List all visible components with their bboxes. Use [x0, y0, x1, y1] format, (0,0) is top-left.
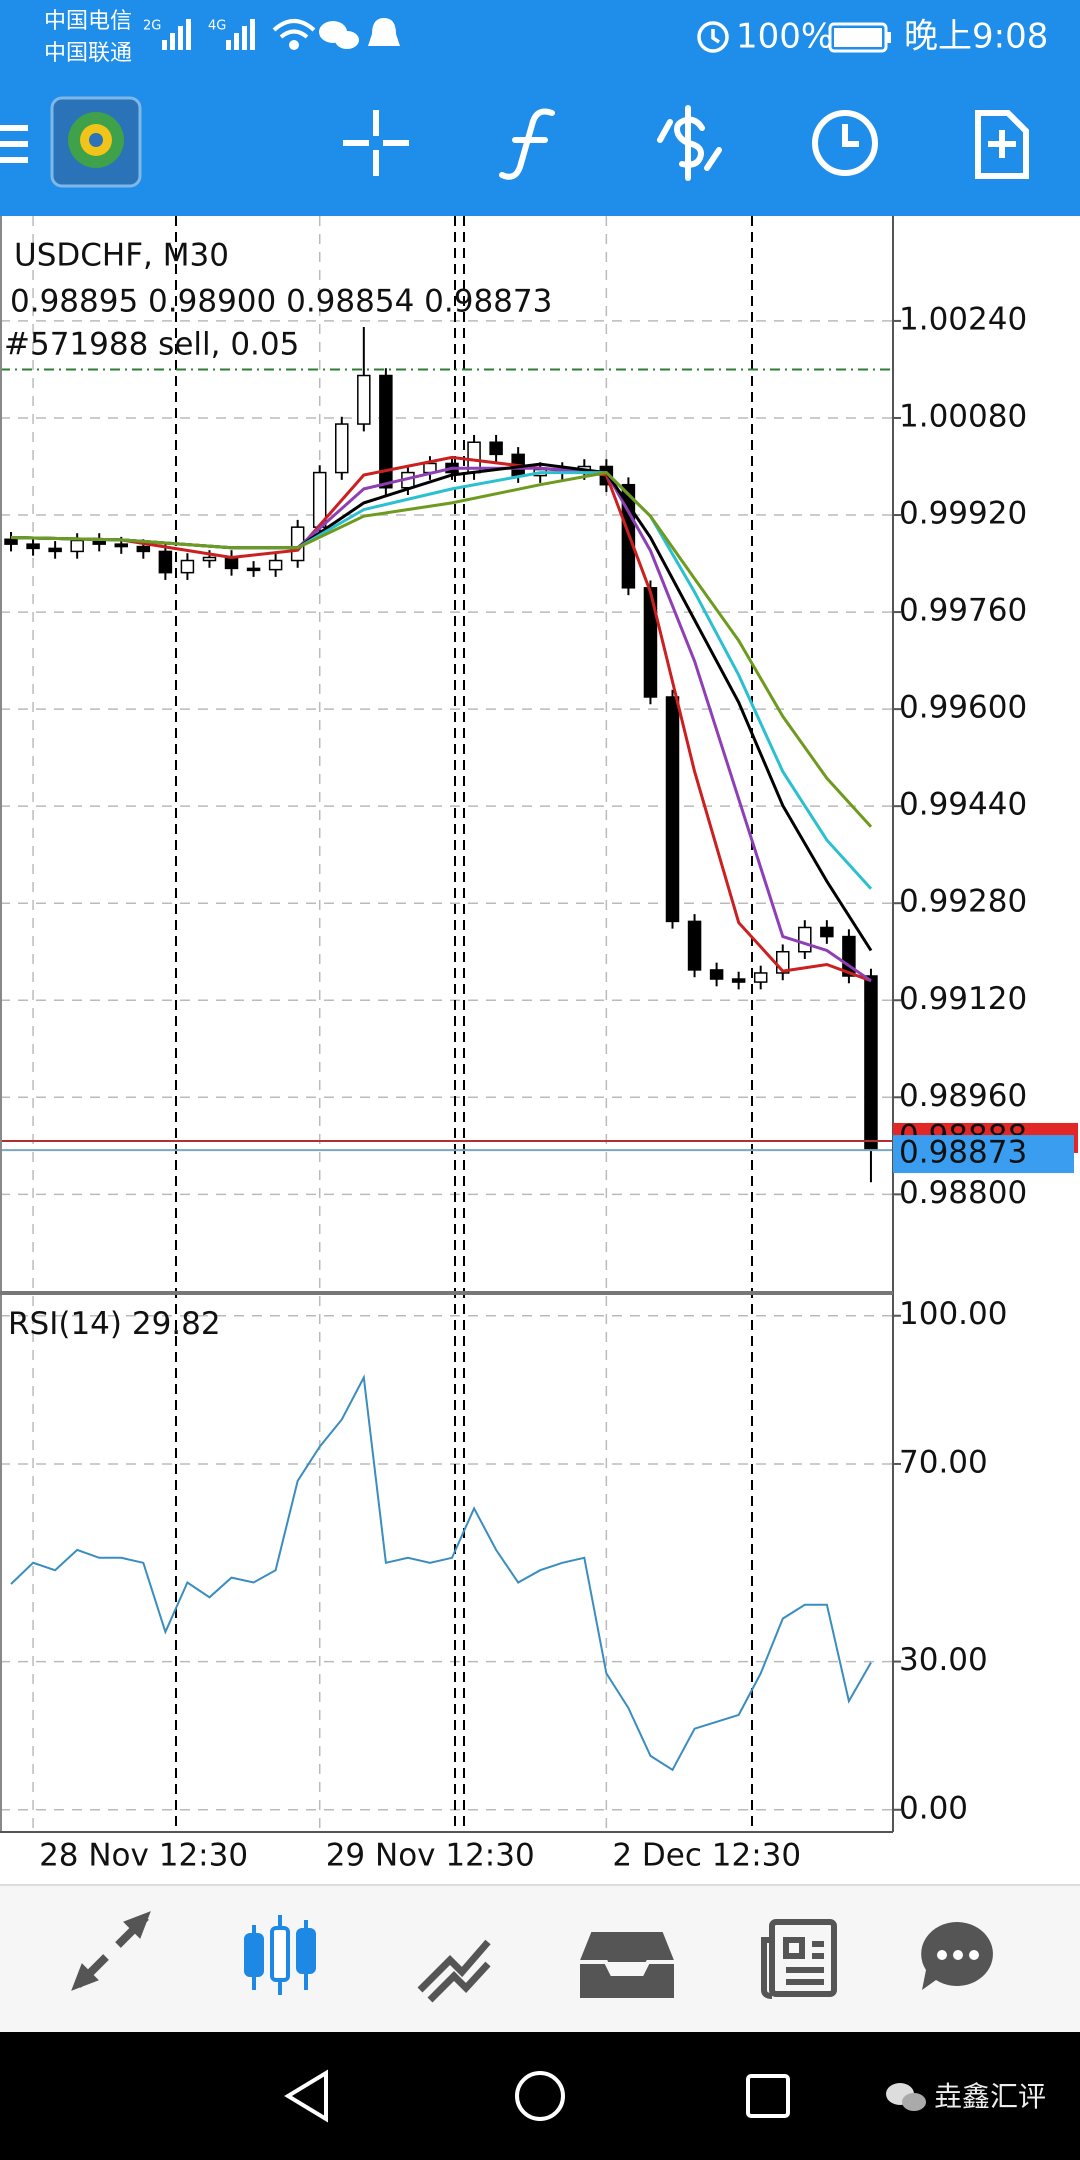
bid-label: 0.98873 [899, 1135, 1027, 1171]
candle-body [709, 969, 724, 980]
candle-body [92, 539, 106, 545]
candle-body [864, 975, 878, 1151]
bid-box [893, 1135, 1074, 1174]
y-tick-label: 0.99920 [899, 496, 1027, 532]
y-tick-label: 0.99280 [899, 884, 1027, 920]
y-tick-label: 0.99600 [899, 690, 1027, 726]
carrier: 中国联通 [44, 41, 132, 66]
chart-tab[interactable] [244, 1915, 316, 1995]
y-tick-label: 0.00 [899, 1790, 968, 1826]
app-logo[interactable] [50, 96, 142, 188]
back-button[interactable] [284, 2069, 328, 2123]
battery-icon [828, 22, 891, 53]
x-tick-label: 2 Dec 12:30 [612, 1838, 801, 1874]
y-tick-label: 70.00 [899, 1444, 988, 1480]
qq-icon [368, 18, 400, 46]
watermark: 垚鑫汇评 [934, 2080, 1046, 2113]
candle-body [357, 374, 371, 425]
y-tick-label: 100.00 [899, 1296, 1007, 1332]
candle-body [158, 550, 173, 574]
network: 4G [208, 19, 226, 34]
price-plot [0, 326, 893, 1183]
candle-body [136, 545, 151, 553]
axis-labels: 1.00240 1.00080 0.99920 0.99760 0.99600 0.994… [39, 301, 1078, 1874]
candle-body [335, 423, 349, 474]
y-tick-label: 0.99760 [899, 593, 1027, 629]
trade-tab[interactable] [417, 1939, 491, 2003]
alarm-icon [697, 21, 729, 53]
rsi-plot [10, 1374, 872, 1772]
candle-body [489, 441, 503, 456]
y-tick-label: 1.00240 [899, 301, 1027, 337]
battery-level: 100% [736, 17, 833, 57]
menu-button[interactable] [0, 125, 28, 163]
clock: 晚上9:08 [904, 17, 1048, 57]
chart-area [0, 216, 893, 1832]
news-tab[interactable] [761, 1919, 837, 1999]
y-tick-label: 0.98960 [899, 1078, 1027, 1114]
rsi-line [10, 1374, 872, 1772]
chat-tab[interactable] [921, 1921, 993, 1990]
y-tick-label: 0.99440 [899, 787, 1027, 823]
crosshair-button[interactable] [343, 110, 409, 176]
bottom-nav [0, 1885, 1080, 2032]
candle-body [820, 926, 834, 938]
rsi-header: RSI(14) 29.82 [8, 1306, 221, 1342]
y-tick-label: 1.00080 [899, 398, 1027, 434]
candle-body [665, 696, 680, 923]
mailbox-tab[interactable] [576, 1928, 684, 2002]
candle-body [798, 926, 812, 953]
recents-button[interactable] [746, 2074, 790, 2118]
chart-title: USDCHF, M30 [14, 238, 229, 274]
candle-body [379, 374, 393, 489]
candle-body [753, 972, 768, 983]
candle-body [70, 539, 84, 553]
carrier: 中国电信 [44, 9, 132, 34]
candle-body [687, 920, 702, 971]
y-tick-label: 0.98800 [899, 1175, 1027, 1211]
new-order-button[interactable] [975, 110, 1029, 179]
candle-body [246, 567, 261, 572]
candle-body [4, 538, 18, 545]
signal-icon [226, 19, 255, 50]
wechat-icon [319, 21, 359, 49]
y-tick-label: 0.99120 [899, 981, 1027, 1017]
period-separators [175, 216, 753, 1832]
grid [0, 216, 893, 1832]
candle-body [202, 556, 217, 562]
candle-body [180, 559, 195, 574]
signal-icon [162, 19, 191, 50]
moving-average [10, 470, 873, 828]
indicators-button[interactable] [499, 108, 555, 180]
candle-body [114, 543, 129, 548]
ohlc-readout: 0.98895 0.98900 0.98854 0.98873 [10, 284, 552, 320]
candle-body [48, 547, 62, 553]
rsi-title: RSI(14) [8, 1306, 122, 1342]
wifi-icon [272, 19, 316, 50]
quotes-tab[interactable] [71, 1911, 151, 1991]
x-tick-label: 29 Nov 12:30 [326, 1838, 535, 1874]
order-annotation: #571988 sell, 0.05 [4, 327, 299, 363]
y-tick-label: 30.00 [899, 1642, 988, 1678]
candle-body [26, 543, 40, 550]
period-button[interactable] [812, 110, 878, 176]
x-tick-label: 28 Nov 12:30 [39, 1838, 248, 1874]
network: 2G [143, 19, 161, 34]
home-button[interactable] [515, 2071, 565, 2121]
watermark-icon [886, 2083, 926, 2111]
trade-button[interactable] [657, 105, 722, 181]
candle-body [731, 978, 746, 983]
candle-body [224, 556, 239, 570]
candle-body [268, 559, 283, 571]
rsi-value: 29.82 [132, 1306, 221, 1342]
